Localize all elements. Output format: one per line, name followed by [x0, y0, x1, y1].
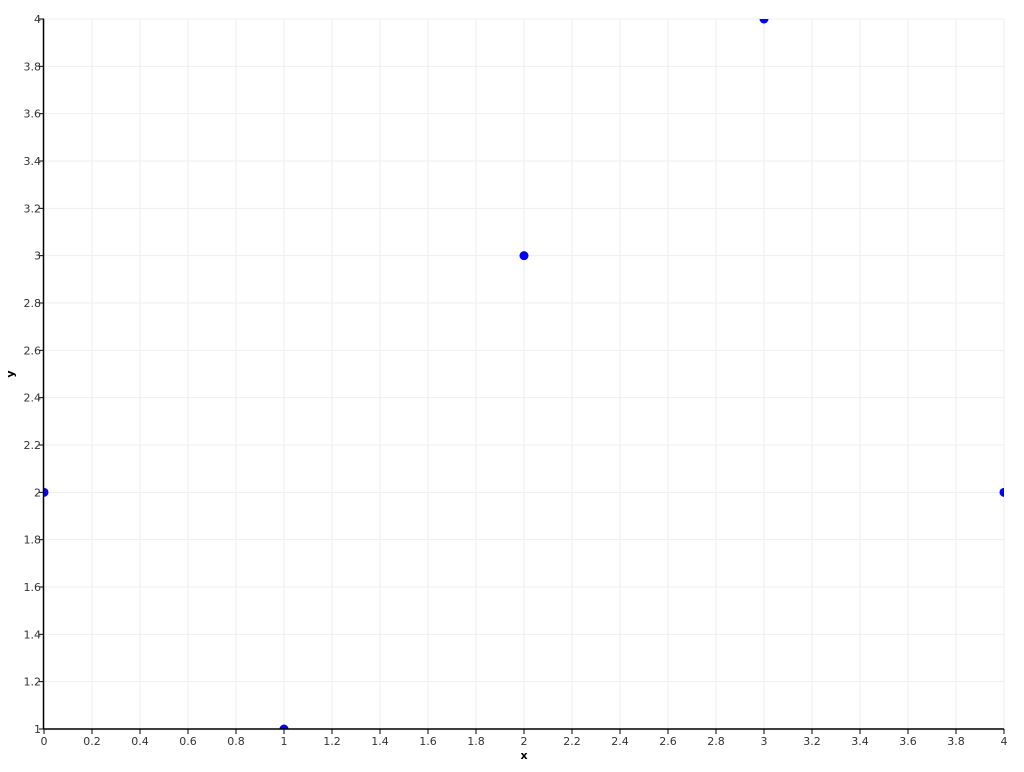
y-tick-label: 2.8: [24, 297, 42, 310]
x-tick-label: 1.2: [323, 735, 341, 748]
y-tick-label: 1.8: [24, 534, 42, 547]
grid: [43, 18, 1005, 730]
y-tick-label: 3.8: [24, 60, 42, 73]
y-tick-label: 1: [34, 723, 41, 736]
y-tick-label: 2: [34, 486, 41, 499]
x-tick-label: 0: [41, 735, 48, 748]
y-tick-label: 3.4: [24, 155, 42, 168]
x-tick-label: 2.4: [611, 735, 629, 748]
x-tick-label: 4: [1001, 735, 1008, 748]
x-tick-label: 2.2: [563, 735, 581, 748]
y-tick-label: 3.2: [24, 202, 42, 215]
data-point: [44, 487, 49, 497]
x-tick-label: 1.4: [371, 735, 389, 748]
y-tick-label: 2.6: [24, 344, 42, 357]
x-tick-label: 1.8: [467, 735, 485, 748]
y-tick-label: 1.2: [24, 676, 42, 689]
x-tick-label: 1.6: [419, 735, 437, 748]
x-tick-label: 2: [521, 735, 528, 748]
y-tick-label: 2.2: [24, 439, 42, 452]
data-point: [999, 487, 1004, 497]
x-tick-label: 1: [281, 735, 288, 748]
x-tick-label: 3.2: [803, 735, 821, 748]
data-point: [519, 251, 529, 261]
axes: 0 0.2 0.4 0.6 0.8 1 1.2 1.4 1.6 1.8 2 2.2 2.4 2.6 2.8 3…: [24, 13, 1008, 748]
x-tick-label: 3.8: [947, 735, 965, 748]
data-points: [44, 19, 1004, 729]
x-tick-label: 3.6: [899, 735, 917, 748]
y-tick-label: 1.4: [24, 628, 42, 641]
y-tick-label: 3.6: [24, 108, 42, 121]
x-tick-label: 0.2: [83, 735, 101, 748]
data-point: [759, 19, 769, 24]
y-axis-title: y: [4, 370, 17, 377]
x-tick-label: 0.8: [227, 735, 245, 748]
y-tick-label: 4: [34, 13, 41, 26]
y-tick-label: 3: [34, 250, 41, 263]
x-tick-label: 2.6: [659, 735, 677, 748]
x-tick-label: 3: [761, 735, 768, 748]
y-tick-label: 1.6: [24, 581, 42, 594]
x-tick-label: 2.8: [707, 735, 725, 748]
y-tick-label: 2.4: [24, 392, 42, 405]
x-tick-label: 0.4: [131, 735, 149, 748]
x-tick-label: 3.4: [851, 735, 869, 748]
x-tick-label: 0.6: [179, 735, 197, 748]
data-point: [279, 724, 289, 729]
x-axis-title: x: [520, 749, 527, 762]
